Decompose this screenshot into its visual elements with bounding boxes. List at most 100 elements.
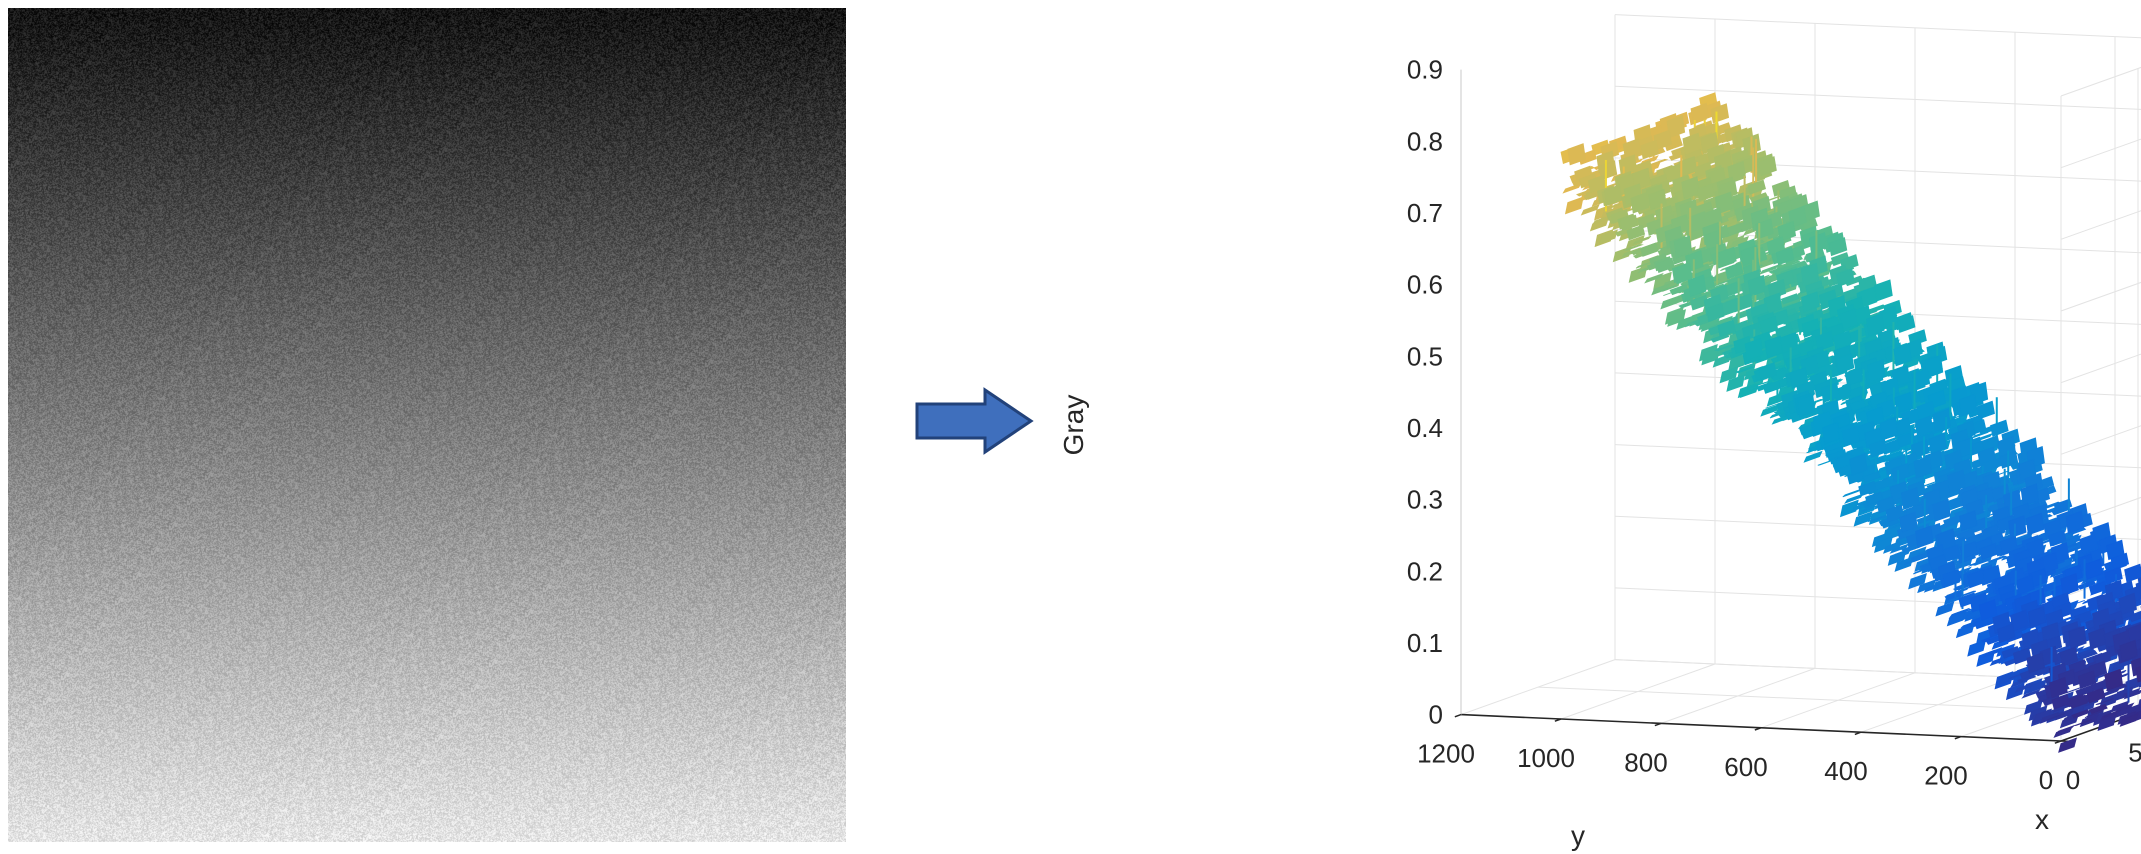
- surface-patch: [1900, 486, 1920, 510]
- surface-patch: [1978, 599, 1998, 621]
- y-tick-mark: [1654, 722, 1662, 727]
- surface-patch: [1664, 138, 1683, 152]
- surface-patch: [1599, 229, 1618, 245]
- z-tick-label: 0.2: [1407, 556, 1443, 586]
- surface-patch: [1775, 246, 1795, 266]
- z-tick-label: 0.3: [1407, 485, 1443, 515]
- surface-patch: [1780, 293, 1800, 305]
- surface-patch: [1969, 558, 1990, 566]
- grayscale-gradient-image: [8, 8, 846, 842]
- surface-patch: [1996, 623, 2016, 644]
- surface-patch: [1724, 262, 1744, 280]
- surface-patch: [1803, 450, 1823, 463]
- surface-patch: [1959, 510, 1978, 532]
- surface-patch: [2095, 698, 2114, 705]
- surface-patch: [1644, 272, 1664, 284]
- surface-patch: [1839, 499, 1859, 518]
- surface-patch: [1674, 262, 1693, 285]
- surface-patch: [1717, 319, 1736, 338]
- surface-patch: [1801, 291, 1820, 313]
- surface-patch: [1734, 366, 1755, 374]
- surface-patch: [2073, 719, 2092, 727]
- surface-patch: [2058, 737, 2077, 753]
- surface-patch: [1747, 179, 1766, 195]
- surface-patch: [1858, 480, 1877, 497]
- surface-patch: [1632, 235, 1652, 245]
- y-axis-label: y: [1571, 820, 1585, 851]
- surface-patch: [1951, 607, 1970, 616]
- surface-patch: [1833, 330, 1852, 350]
- surface-patch: [1866, 313, 1885, 337]
- surface-patch: [1914, 415, 1934, 438]
- y-tick-mark: [1454, 713, 1462, 718]
- surface-patch: [1868, 438, 1888, 458]
- surface-patch: [2079, 533, 2098, 554]
- surface-patch: [1626, 224, 1646, 241]
- surface-patch: [2062, 534, 2082, 547]
- surface-patch: [1706, 302, 1725, 323]
- surface-patch: [2047, 529, 2067, 547]
- y-tick-label: 800: [1624, 747, 1667, 777]
- tick-labels: 0 0.1 0.2 0.3 0.4 0.5 0.6 0.7 0.8 0.9 1200 1000 800 6…: [1407, 55, 2141, 795]
- surface-patch: [2104, 566, 2123, 585]
- surface-patch: [1656, 257, 1675, 274]
- surface-patch: [1758, 362, 1777, 382]
- z-tick-label: 0: [1429, 700, 1443, 730]
- surface-patch: [1713, 344, 1735, 352]
- surface-patch: [1640, 242, 1659, 257]
- grid-line: [2060, 425, 2141, 455]
- surface-mesh: [1560, 92, 2141, 753]
- surface-patch: [2021, 688, 2042, 699]
- z-tick-label: 0.9: [1407, 55, 1443, 85]
- surface-patch: [1982, 647, 2003, 658]
- surface-patch: [1979, 458, 1999, 474]
- surface-patch: [2047, 713, 2066, 721]
- surface-patch: [1874, 279, 1893, 302]
- surface-patch: [1630, 192, 1650, 214]
- surface-patch: [2124, 563, 2141, 583]
- surface-patch: [2025, 512, 2045, 536]
- surface-patch: [2027, 605, 2047, 629]
- surface-patch: [1947, 469, 1966, 493]
- surface-patch: [1987, 555, 2008, 563]
- surface-patch: [2059, 646, 2079, 667]
- surface-patch: [2119, 712, 2139, 727]
- y-tick-label: 1000: [1517, 743, 1575, 773]
- y-tick-label: 400: [1824, 756, 1867, 786]
- surface-patch: [1928, 433, 1948, 454]
- surface-patch: [2088, 703, 2108, 715]
- surface-patch: [2084, 558, 2103, 580]
- surface-patch: [2060, 572, 2079, 596]
- y-tick-label: 200: [1924, 761, 1967, 791]
- surface-patch: [2077, 670, 2097, 690]
- surface-patch: [1915, 525, 1934, 549]
- y-tick-mark: [1754, 727, 1762, 731]
- surface-patch: [1908, 572, 1927, 590]
- surface-patch: [1777, 220, 1797, 242]
- z-tick-label: 0.1: [1407, 628, 1443, 658]
- surface-patch: [1935, 601, 1955, 617]
- z-tick-label: 0.8: [1407, 126, 1443, 156]
- surface-patch: [2110, 552, 2130, 570]
- y-tick-label: 0: [2039, 765, 2053, 795]
- surface-patch: [1893, 343, 1912, 367]
- surface-patch: [1623, 243, 1644, 251]
- surface-patch: [2068, 625, 2087, 650]
- surface-patch: [1946, 376, 1966, 392]
- z-axis-label: Gray: [1058, 395, 1089, 456]
- y-tick-label: 600: [1724, 752, 1767, 782]
- surface-patch: [2077, 580, 2097, 590]
- surface-patch: [1640, 139, 1659, 160]
- surface-patch: [1687, 274, 1707, 298]
- y-tick-mark: [1854, 731, 1862, 736]
- surface-patch: [2053, 498, 2073, 513]
- grid-line: [2060, 210, 2141, 240]
- surface-patch: [2118, 592, 2137, 616]
- surface-patch: [1867, 359, 1886, 383]
- surface-patch: [1849, 453, 1868, 476]
- surface-patch: [1896, 315, 1916, 334]
- z-tick-label: 0.7: [1407, 198, 1443, 228]
- surface-patch: [2015, 574, 2035, 596]
- surface-patch: [1767, 279, 1787, 300]
- surface-patch: [2049, 676, 2068, 699]
